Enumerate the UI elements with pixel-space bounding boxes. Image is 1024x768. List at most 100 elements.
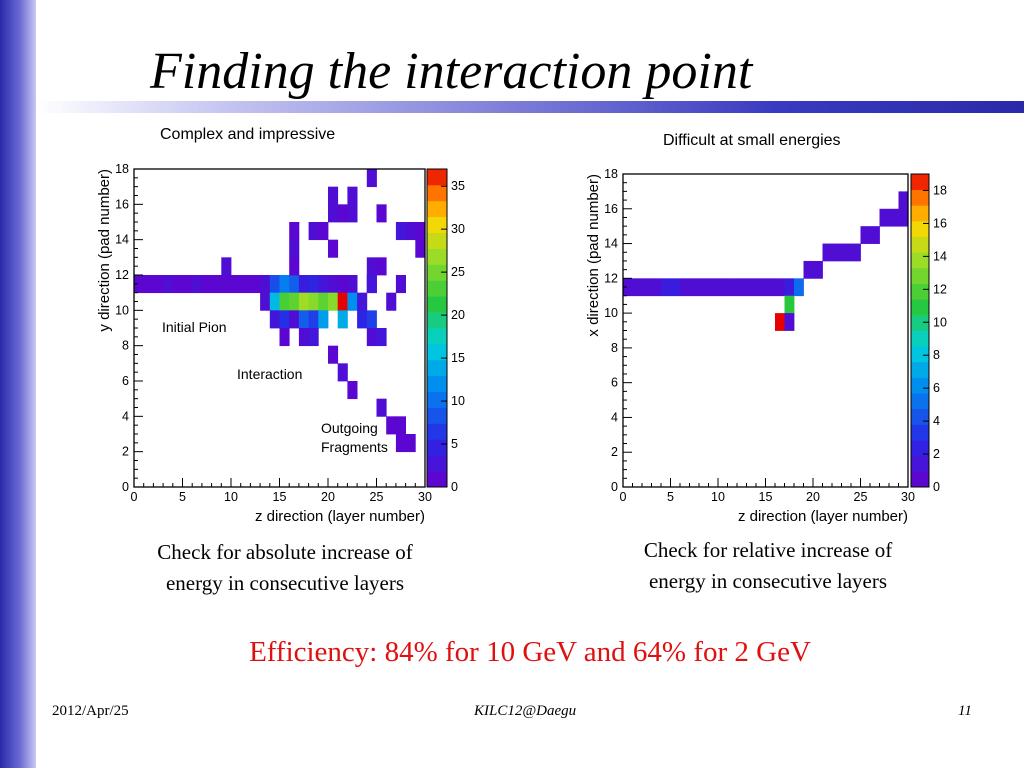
heatmap-cell (841, 243, 852, 262)
x-tick-label: 20 (806, 490, 820, 504)
heatmap-cell (699, 278, 709, 297)
heatmap-cell (889, 208, 899, 227)
footer-event: KILC12@Daegu (474, 703, 577, 719)
heatmap-cell (289, 239, 300, 258)
x-tick-label: 0 (620, 490, 627, 504)
color-bar-segment (911, 283, 929, 300)
x-tick-label: 15 (759, 490, 773, 504)
heatmap-cell (803, 260, 814, 279)
heatmap-cell (357, 292, 368, 311)
heatmap-cell (318, 292, 329, 311)
heatmap-cell (366, 275, 377, 294)
color-bar-segment (427, 471, 447, 488)
heatmap-cell (405, 222, 416, 241)
heatmap-cell (298, 310, 309, 329)
x-tick-label: 25 (370, 490, 384, 504)
right-heatmap: 0 5 10 15 20 25 30 0 2 4 6 8 10 12 14 16 18 z direction (… (578, 160, 978, 530)
left-caption-line2: energy in consecutive layers (165, 571, 405, 595)
heatmap-cell (376, 328, 387, 347)
y-tick-label: 16 (115, 197, 129, 211)
color-bar-segment (427, 328, 447, 345)
color-bar-tick-label: 25 (451, 265, 465, 279)
color-bar-segment (427, 455, 447, 472)
heatmap-cell (308, 275, 319, 294)
heatmap-cell (328, 204, 339, 223)
heatmap-cell (898, 191, 909, 210)
heatmap-cell (395, 275, 406, 294)
heatmap-cell (153, 275, 164, 294)
x-axis-label: z direction (layer number) (255, 508, 425, 525)
annotation-fragments: Fragments (321, 439, 388, 455)
heatmap-cell (289, 292, 300, 311)
heatmap-cell (134, 275, 145, 294)
heatmap-cell (661, 278, 671, 297)
color-bar-segment (911, 471, 929, 488)
heatmap-cell (898, 208, 909, 227)
heatmap-cells (134, 169, 426, 453)
heatmap-cell (318, 222, 329, 241)
heatmap-cell (318, 275, 329, 294)
heatmap-cell (737, 278, 747, 297)
color-bar-segment (427, 391, 447, 408)
heatmap-cell (870, 226, 880, 244)
x-tick-label: 5 (179, 490, 186, 504)
color-bar-tick-label: 10 (933, 315, 947, 329)
y-tick-label: 6 (122, 374, 129, 388)
efficiency-statement: Efficiency: 84% for 10 GeV and 64% for 2… (249, 636, 811, 668)
color-bar-segment (427, 184, 447, 202)
heatmap-cell (231, 275, 242, 294)
color-bar-segment (427, 375, 447, 392)
heatmap-cell (651, 278, 662, 297)
heatmap-cell (746, 278, 757, 297)
heatmap-cell (366, 310, 377, 329)
y-axis-label: x direction (pad number) (585, 174, 602, 337)
heatmap-cell (308, 328, 319, 347)
y-tick-label: 12 (604, 271, 618, 285)
y-tick-label: 16 (604, 202, 618, 216)
heatmap-cell (328, 186, 339, 205)
y-tick-label: 8 (611, 341, 618, 355)
heatmap-cell (366, 328, 377, 347)
heatmap-cell (357, 310, 368, 329)
color-bar-tick-label: 12 (933, 282, 947, 296)
heatmap-cell (260, 275, 271, 294)
heatmap-cell (415, 239, 426, 258)
y-tick-label: 12 (115, 268, 129, 282)
heatmap-cell (269, 292, 280, 311)
color-bar-tick-label: 30 (451, 222, 465, 236)
annotation-interaction: Interaction (237, 366, 302, 382)
heatmap-cell (328, 239, 339, 258)
heatmap-cell (670, 278, 681, 297)
heatmap-cell (860, 226, 871, 244)
heatmap-cell (260, 292, 271, 311)
color-bar: 0 2 4 6 8 10 12 14 16 18 (910, 173, 947, 494)
color-bar-segment (427, 169, 447, 186)
color-bar-segment (911, 330, 929, 347)
color-bar-tick-label: 0 (933, 480, 940, 494)
right-caption: Check for relative increase of energy in… (583, 535, 953, 597)
slide-title: Finding the interaction point (150, 43, 753, 100)
heatmap-cell (308, 292, 319, 311)
color-bar: 0 5 10 15 20 25 30 35 (426, 168, 465, 494)
heatmap-cell (784, 295, 795, 314)
heatmap-cell (347, 381, 358, 400)
heatmap-cell (708, 278, 719, 297)
heatmap-cell (784, 313, 795, 331)
color-bar-segment (427, 248, 447, 265)
heatmap-cell (632, 278, 643, 297)
color-bar-segment (911, 424, 929, 441)
footer-date: 2012/Apr/25 (52, 703, 129, 719)
y-tick-label: 2 (611, 445, 618, 459)
color-bar-segment (427, 264, 447, 281)
heatmap-cell (784, 278, 795, 297)
heatmap-cell (756, 278, 766, 297)
color-bar-tick-label: 15 (451, 351, 465, 365)
x-tick-label: 30 (901, 490, 915, 504)
color-bar-segment (911, 346, 929, 363)
color-bar-segment (427, 200, 447, 218)
y-tick-label: 18 (115, 162, 129, 176)
y-tick-label: 2 (122, 445, 129, 459)
heatmap-cell (328, 275, 339, 294)
color-bar-segment (427, 359, 447, 377)
heatmap-cell (298, 275, 309, 294)
